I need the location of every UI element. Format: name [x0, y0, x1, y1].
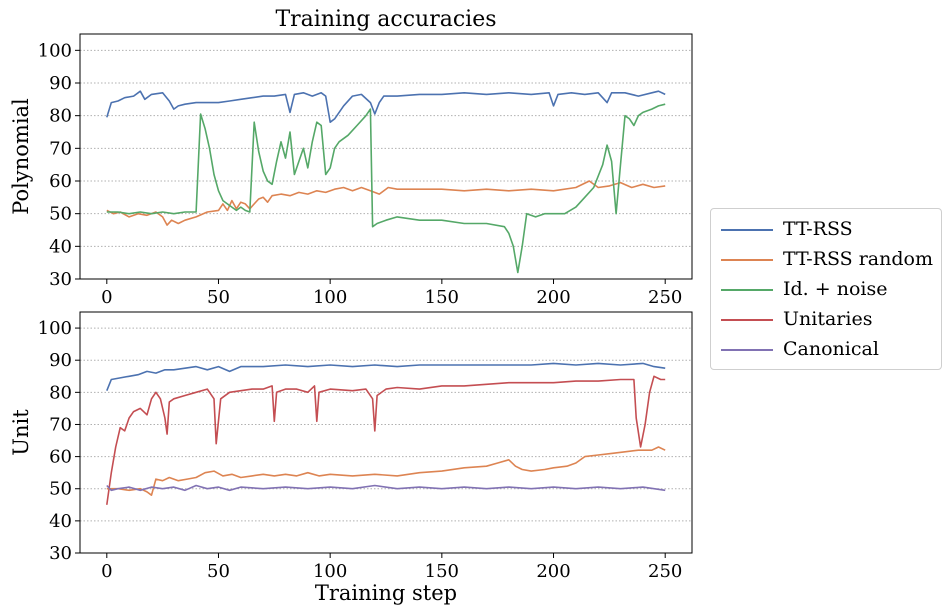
series-line-tt-rss [106, 90, 666, 123]
y-tick-label: 100 [38, 40, 72, 61]
y-tick-label: 70 [49, 138, 72, 159]
y-tick-label: 90 [49, 73, 72, 94]
y-tick-label: 90 [49, 350, 72, 371]
legend-label: Canonical [783, 338, 879, 360]
x-tick-label: 0 [101, 561, 112, 582]
legend-label: TT-RSS [783, 218, 853, 240]
chart-legend: TT-RSS TT-RSS random Id. + noise Unitaries C… [710, 208, 942, 370]
plot-frame [79, 33, 693, 280]
legend-label: TT-RSS random [783, 248, 933, 270]
y-tick-label: 30 [49, 269, 72, 290]
y-axis-label: Polynomial [9, 98, 33, 215]
y-tick-label: 70 [49, 414, 72, 435]
legend-item-tt-rss: TT-RSS [711, 215, 941, 245]
y-tick-label: 40 [49, 511, 72, 532]
plot-frame [79, 311, 693, 554]
y-tick-label: 60 [49, 447, 72, 468]
series-line-tt-rss-random [106, 446, 666, 496]
y-tick-label: 50 [49, 479, 72, 500]
y-tick-label: 80 [49, 382, 72, 403]
panel-polynomial: 30 40 50 60 70 80 90 100 0 50 100 150 200 250 Polynomi… [9, 33, 693, 308]
y-tick-label: 60 [49, 171, 72, 192]
y-axis-label: Unit [9, 409, 33, 456]
x-tick-label: 0 [101, 287, 112, 308]
series-line-canonical [106, 484, 666, 492]
y-tick-label: 80 [49, 106, 72, 127]
y-tick-label: 50 [49, 204, 72, 225]
y-tick-label: 100 [38, 318, 72, 339]
x-axis-label: Training step [315, 581, 457, 605]
x-tick-label: 150 [425, 287, 459, 308]
legend-swatch [721, 289, 773, 291]
x-tick-label: 200 [536, 561, 570, 582]
legend-item-id-noise: Id. + noise [711, 275, 941, 305]
legend-swatch [721, 229, 773, 231]
legend-label: Id. + noise [783, 278, 888, 300]
legend-swatch [721, 259, 773, 261]
legend-swatch [721, 319, 773, 321]
y-tick-label: 40 [49, 236, 72, 257]
chart-title: Training accuracies [275, 7, 496, 32]
legend-item-canonical: Canonical [711, 335, 941, 365]
x-tick-label: 100 [313, 287, 347, 308]
x-tick-label: 250 [648, 561, 682, 582]
x-tick-label: 50 [207, 561, 230, 582]
series-line-tt-rss-random [106, 180, 666, 226]
panel-unit: 30 40 50 60 70 80 90 100 0 50 100 150 200 250 Unit [9, 311, 693, 582]
x-tick-label: 250 [648, 287, 682, 308]
y-tick-label: 30 [49, 543, 72, 564]
legend-swatch [721, 349, 773, 351]
x-tick-label: 50 [207, 287, 230, 308]
legend-item-unitaries: Unitaries [711, 305, 941, 335]
x-tick-label: 100 [313, 561, 347, 582]
series-line-tt-rss [106, 362, 666, 391]
legend-label: Unitaries [783, 308, 873, 330]
legend-item-tt-rss-random: TT-RSS random [711, 245, 941, 275]
x-tick-label: 200 [536, 287, 570, 308]
series-line-unitaries [106, 375, 666, 505]
series-line-id-noise [106, 103, 666, 274]
x-tick-label: 150 [425, 561, 459, 582]
